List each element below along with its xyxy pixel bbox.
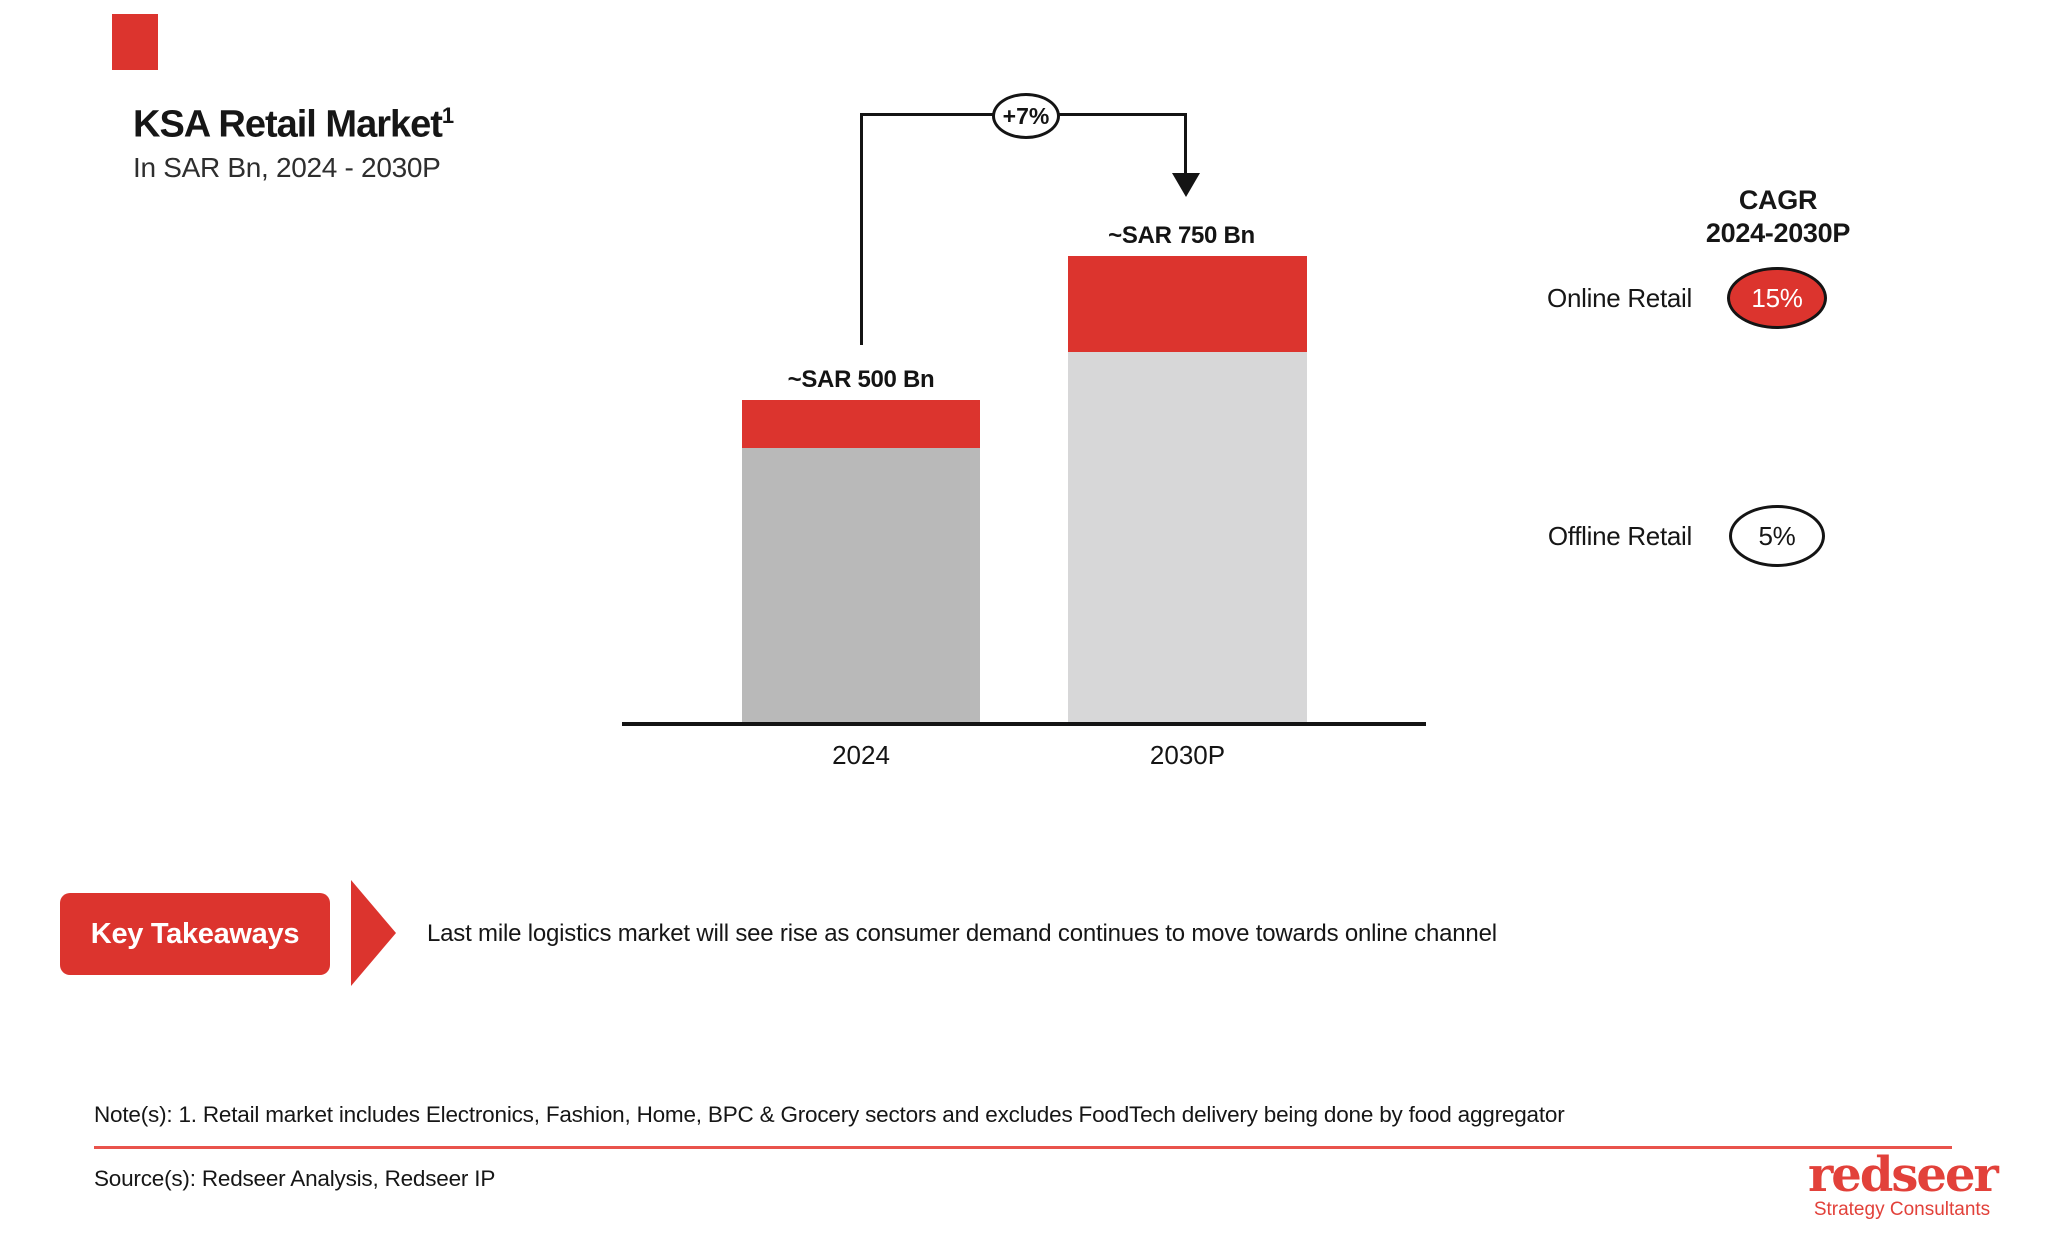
page-title: KSA Retail Market1 — [133, 103, 454, 146]
bar-2030p-online-segment — [1068, 256, 1307, 352]
bar-2024-offline-segment — [742, 448, 980, 722]
bar-total-label-2030p: ~SAR 750 Bn — [1108, 222, 1255, 249]
source-text: Source(s): Redseer Analysis, Redseer IP — [94, 1166, 496, 1191]
chevron-right-icon — [351, 880, 396, 986]
cagr-value-offline-retail: 5% — [1758, 520, 1796, 551]
footnote-text: Note(s): 1. Retail market includes Elect… — [94, 1102, 1565, 1127]
x-axis-line — [622, 722, 1426, 726]
page-subtitle: In SAR Bn, 2024 - 2030P — [133, 152, 441, 184]
x-axis-label-2030p: 2030P — [1149, 740, 1226, 770]
growth-arrow-right-line — [1184, 113, 1187, 175]
growth-arrow-head-icon — [1172, 173, 1200, 197]
cagr-heading-line1: CAGR — [1738, 185, 1818, 215]
key-takeaways-label: Key Takeaways — [90, 917, 300, 950]
x-axis-label-2024: 2024 — [832, 740, 890, 770]
page-title-text: KSA Retail Market — [133, 103, 443, 146]
cagr-value-online-retail: 15% — [1751, 282, 1803, 313]
cagr-panel-heading: CAGR 2024-2030P — [1650, 184, 1906, 250]
takeaway-text: Last mile logistics market will see rise… — [427, 920, 1497, 947]
bar-2024-online-segment — [742, 400, 980, 448]
corner-brand-square — [112, 14, 158, 70]
redseer-logo-wordmark: redseer — [1808, 1147, 1999, 1203]
bar-total-label-2024: ~SAR 500 Bn — [787, 366, 935, 393]
bar-2030p-offline-segment — [1068, 352, 1307, 722]
cagr-heading-line2: 2024-2030P — [1705, 218, 1851, 248]
redseer-logo-tagline: Strategy Consultants — [1813, 1199, 1991, 1221]
cagr-label-offline-retail: Offline Retail — [1547, 521, 1692, 551]
title-footnote-marker: 1 — [441, 103, 454, 128]
cagr-label-online-retail: Online Retail — [1547, 283, 1692, 313]
redseer-logo: redseer Strategy Consultants — [1808, 1147, 1999, 1221]
key-takeaways-button: Key Takeaways — [60, 893, 330, 975]
growth-rate-value: +7% — [1002, 102, 1050, 129]
cagr-badge-offline-retail: 5% — [1729, 505, 1825, 567]
header: KSA Retail Market1 In SAR Bn, 2024 - 203… — [133, 103, 454, 184]
growth-rate-bubble: +7% — [992, 93, 1060, 139]
growth-arrow-left-line — [860, 113, 863, 345]
footer-divider-line — [94, 1146, 1952, 1149]
cagr-badge-online-retail: 15% — [1727, 267, 1827, 329]
